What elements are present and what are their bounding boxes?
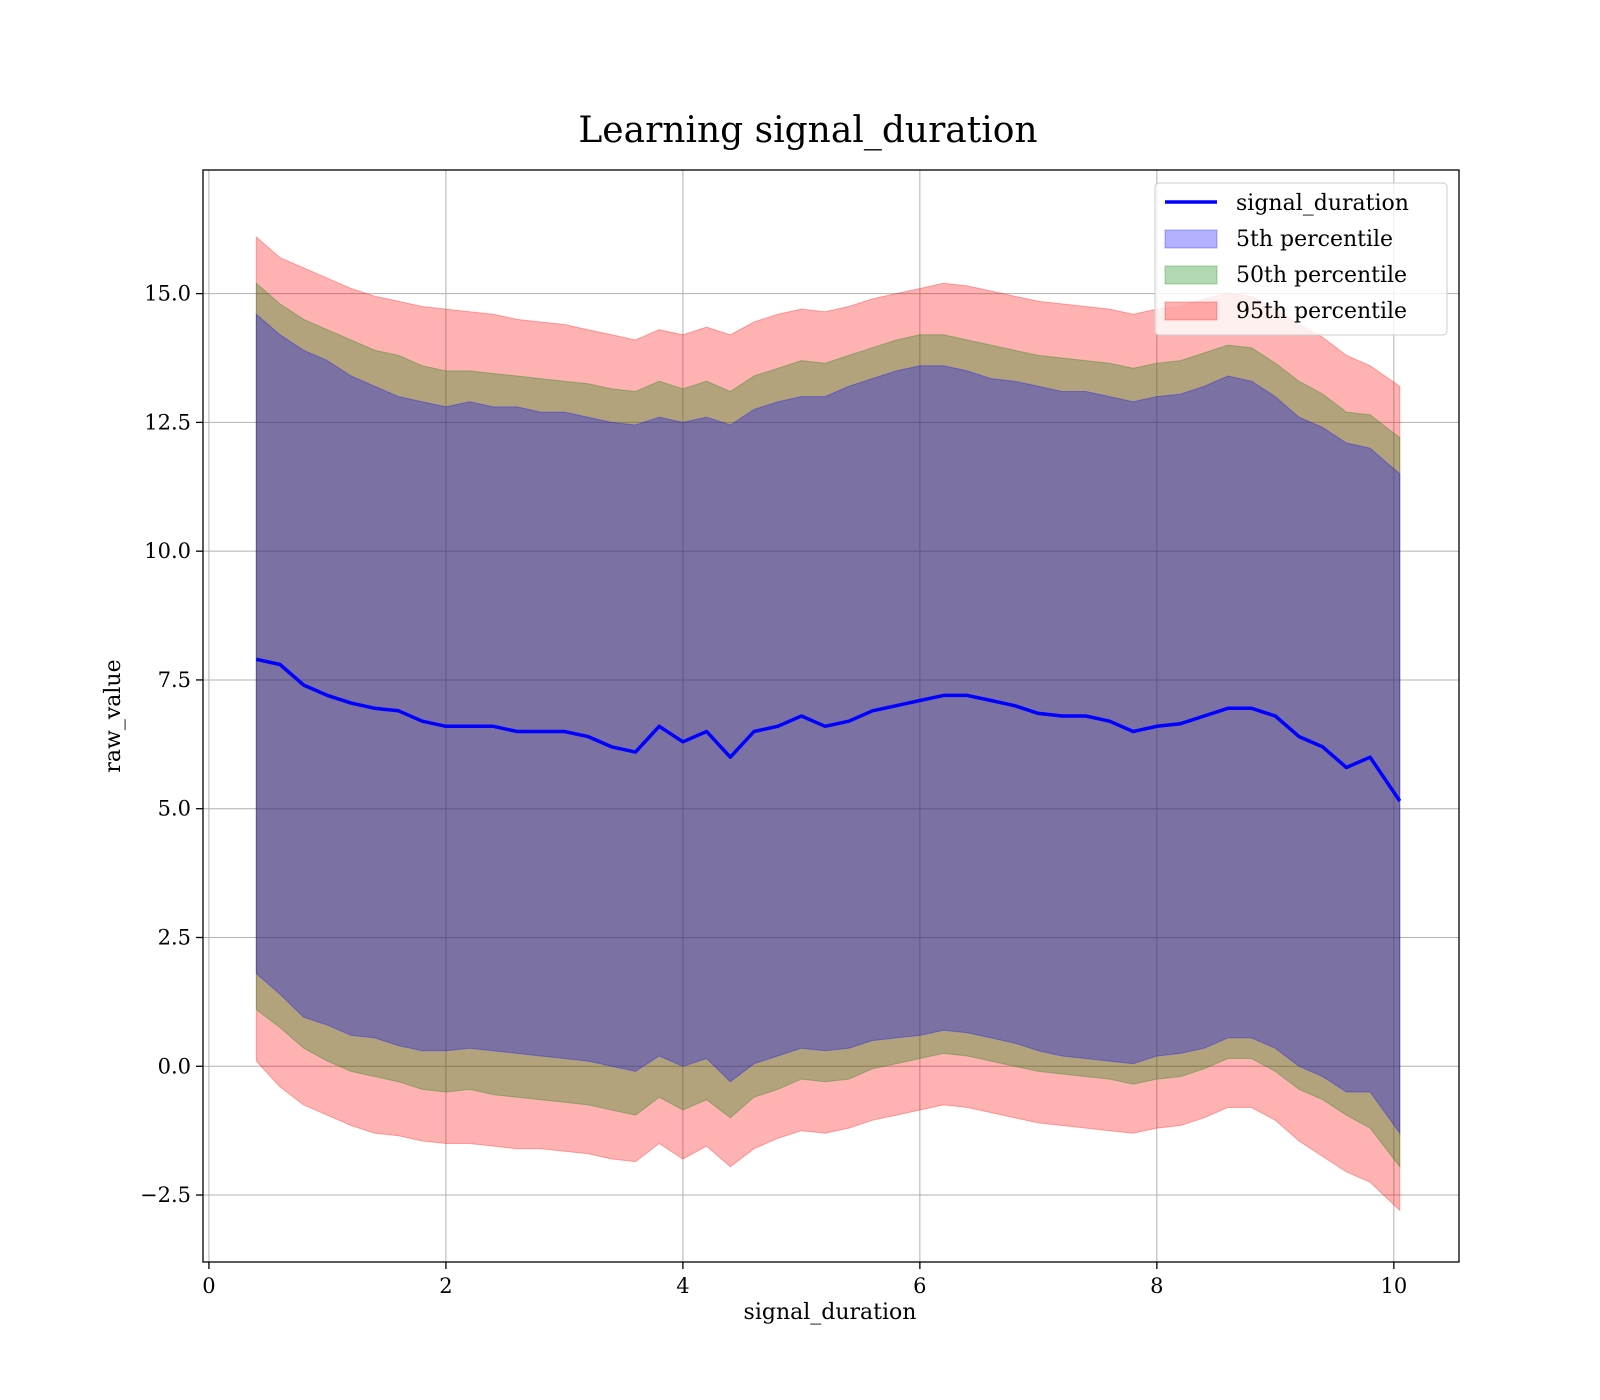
legend-label-p95: 95th percentile: [1236, 299, 1407, 324]
plot-frame: [202, 169, 1460, 1263]
percentile-bands: [255, 235, 1401, 1212]
y-tick-label: 12.5: [144, 410, 191, 434]
chart-title: Learning signal_duration: [578, 110, 1037, 151]
x-tick-label: 10: [1380, 1274, 1407, 1298]
legend-label-signal-duration: signal_duration: [1236, 191, 1409, 216]
band-p5: [255, 313, 1401, 1135]
grid: [203, 170, 1459, 1262]
x-tick-label: 0: [202, 1274, 215, 1298]
x-tick-label: 4: [676, 1274, 689, 1298]
legend-swatch-p50: [1164, 265, 1218, 285]
series-line-signal-duration: [255, 657, 1402, 802]
band-p95: [255, 235, 1401, 1212]
legend-frame: [1154, 182, 1448, 336]
legend-swatch-p95: [1164, 301, 1218, 321]
y-tick-label: 0.0: [158, 1054, 191, 1078]
x-tick-label: 8: [1150, 1274, 1163, 1298]
y-axis-label: raw_value: [101, 659, 126, 772]
legend: signal_duration 5th percentile 50th perc…: [1154, 182, 1448, 336]
legend-label-p50: 50th percentile: [1236, 263, 1407, 288]
x-axis-label: signal_duration: [744, 1300, 917, 1325]
series-lines: [255, 657, 1402, 802]
axis-ticks: 0 2 4 6 8 10 −2.5 0.0 2.5 5.0 7.5 10.0 12.5 15.0: [140, 282, 1407, 1298]
y-tick-label: 5.0: [158, 797, 191, 821]
x-tick-label: 2: [439, 1274, 452, 1298]
legend-swatch-p5: [1164, 229, 1218, 249]
y-tick-label: 7.5: [158, 668, 191, 692]
y-tick-label: 15.0: [144, 282, 191, 306]
x-tick-label: 6: [913, 1274, 926, 1298]
y-tick-label: 10.0: [144, 539, 191, 563]
y-tick-label: −2.5: [140, 1183, 191, 1207]
legend-label-p5: 5th percentile: [1236, 227, 1393, 252]
y-tick-label: 2.5: [158, 925, 191, 949]
